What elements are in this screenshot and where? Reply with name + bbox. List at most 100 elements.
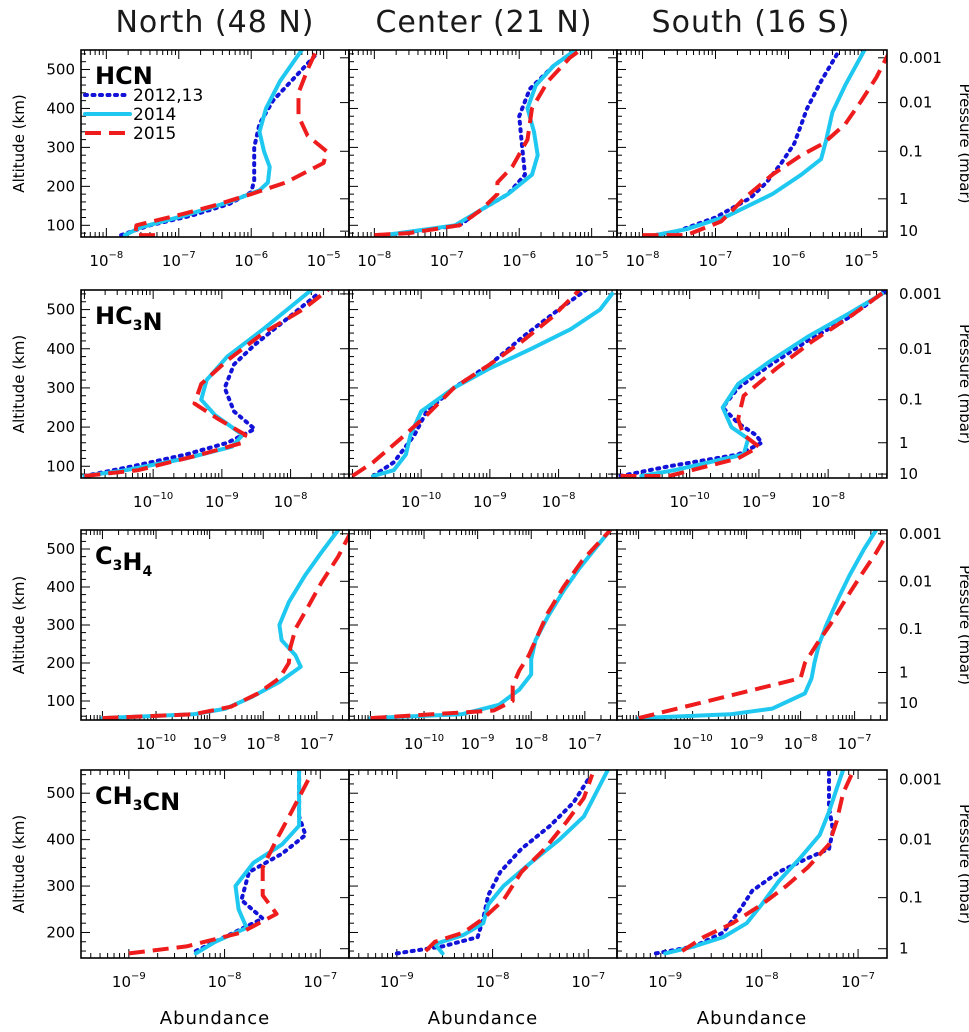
- series-line-2015: [351, 290, 581, 478]
- legend-label-2014: 2014: [133, 105, 176, 125]
- y-axis-title: Altitude (km): [10, 576, 28, 674]
- x-tick-label: 10−8: [89, 250, 123, 270]
- x-tick-label: 10−10: [670, 491, 710, 511]
- row-ch3cn: 10−9 10−8 10−7 10−9 10−8 10−7 10−9 10−8 10−7 200 3…: [46, 769, 942, 991]
- pressure-tick-label: 0.1: [899, 889, 923, 907]
- pressure-axis-title: Pressure (mbar): [956, 804, 969, 924]
- series-line-2012-13: [82, 291, 320, 478]
- x-tick-label: 10−7: [699, 250, 733, 270]
- row-c3h4: 10−10 10−9 10−8 10−7 10−10 10−9 10−8 10−7 10−10 1…: [46, 525, 942, 753]
- x-tick-label: 10−7: [430, 250, 464, 270]
- x-tick-label: 10−5: [307, 250, 341, 270]
- pressure-tick-label: 0.1: [899, 620, 923, 638]
- x-axis-title: Abundance: [428, 1008, 538, 1029]
- x-axis-title: Abundance: [697, 1008, 807, 1029]
- panel-hcn-south-16-s: 10−8 10−7 10−6 10−5: [616, 49, 888, 270]
- pressure-tick-label: 10: [899, 222, 918, 240]
- y-tick-label: 300: [46, 138, 75, 156]
- y-tick-label: 500: [46, 540, 75, 558]
- y-tick-label: 500: [46, 784, 75, 802]
- x-tick-label: 10−7: [300, 733, 334, 753]
- pressure-tick-label: 0.001: [899, 285, 942, 303]
- x-tick-label: 10−7: [838, 733, 872, 753]
- x-tick-label: 10−8: [476, 971, 510, 991]
- series-line-2015: [424, 773, 595, 953]
- x-tick-label: 10−9: [461, 733, 495, 753]
- pressure-tick-label: 0.01: [899, 572, 932, 590]
- legend-label-2015: 2015: [133, 124, 176, 144]
- y-tick-label: 100: [46, 692, 75, 710]
- series-line-2014: [368, 530, 613, 720]
- panel-c3h4-center-21-n: 10−10 10−9 10−8 10−7: [348, 529, 618, 753]
- x-tick-label: 10−8: [208, 971, 242, 991]
- x-tick-label: 10−5: [575, 250, 609, 270]
- y-axis-title: Altitude (km): [10, 335, 28, 433]
- y-tick-label: 200: [46, 654, 75, 672]
- series-line-2014: [432, 770, 610, 956]
- x-axis-title: Abundance: [160, 1008, 270, 1029]
- species-label-ch3cn: CH3CN: [95, 782, 180, 816]
- series-line-2015: [128, 773, 313, 956]
- pressure-tick-label: 0.1: [899, 142, 923, 160]
- x-tick-label: 10−8: [514, 733, 548, 753]
- species-label-c3h4: C3H4: [95, 542, 152, 580]
- series-line-2012-13: [653, 770, 835, 956]
- x-tick-label: 10−6: [502, 250, 536, 270]
- x-tick-label: 10−8: [626, 250, 660, 270]
- panel-ch3cn-center-21-n: 10−9 10−8 10−7: [348, 769, 618, 991]
- y-tick-label: 400: [46, 831, 75, 849]
- x-tick-label: 10−8: [542, 491, 576, 511]
- pressure-tick-label: 0.001: [899, 525, 942, 543]
- series-line-2015: [370, 530, 612, 720]
- series-line-2012-13: [371, 290, 588, 478]
- y-tick-label: 300: [46, 379, 75, 397]
- y-tick-label: 500: [46, 60, 75, 78]
- y-tick-label: 100: [46, 216, 75, 234]
- species-label-hcn: HCN: [95, 62, 153, 90]
- panel-frame: [348, 289, 618, 479]
- species-label-hc3n: HC3N: [95, 302, 163, 336]
- x-tick-label: 10−7: [841, 971, 875, 991]
- panel-ch3cn-south-16-s: 10−9 10−8 10−7: [616, 769, 888, 991]
- series-line-2015: [374, 50, 582, 237]
- pressure-axis-title: Pressure (mbar): [956, 83, 969, 203]
- panel-hc3n-center-21-n: 10−10 10−9 10−8: [348, 289, 618, 511]
- panel-hc3n-south-16-s: 10−10 10−9 10−8: [616, 289, 888, 511]
- x-tick-label: 10−7: [571, 971, 605, 991]
- y-tick-label: 400: [46, 340, 75, 358]
- series-line-2014: [371, 291, 615, 478]
- series-line-2014: [193, 770, 302, 956]
- panel-hcn-center-21-n: 10−8 10−7 10−6 10−5: [348, 49, 618, 270]
- x-tick-label: 10−7: [303, 971, 337, 991]
- column-title-center-21-n: Center (21 N): [375, 5, 592, 40]
- x-tick-label: 10−9: [193, 733, 227, 753]
- series-line-2012-13: [394, 777, 591, 956]
- panel-frame: [616, 529, 888, 721]
- pressure-axis-title: Pressure (mbar): [956, 565, 969, 685]
- panel-c3h4-south-16-s: 10−10 10−9 10−8 10−7: [616, 529, 888, 753]
- series-line-2014: [653, 50, 867, 237]
- x-tick-label: 10−5: [845, 250, 879, 270]
- panel-frame: [348, 529, 618, 721]
- series-line-2014: [636, 530, 879, 720]
- series-line-2015: [681, 770, 856, 953]
- x-tick-label: 10−8: [784, 733, 818, 753]
- series-line-2014: [382, 50, 578, 237]
- row-hc3n: 10−10 10−9 10−8 10−10 10−9 10−8 10−10 10−9 10−81…: [46, 285, 942, 511]
- x-tick-label: 10−10: [404, 733, 444, 753]
- series-line-2012-13: [193, 770, 308, 953]
- y-tick-label: 200: [46, 177, 75, 195]
- y-tick-label: 300: [46, 616, 75, 634]
- panel-hc3n-north-48-n: 10−10 10−9 10−8: [80, 289, 350, 511]
- series-line-2015: [133, 50, 329, 237]
- column-title-north-48-n: North (48 N): [115, 5, 314, 40]
- y-tick-label: 100: [46, 457, 75, 475]
- pressure-tick-label: 0.001: [899, 49, 942, 67]
- y-tick-label: 200: [46, 923, 75, 941]
- series-line-2015: [84, 290, 330, 478]
- y-tick-label: 300: [46, 877, 75, 895]
- y-tick-label: 400: [46, 99, 75, 117]
- pressure-tick-label: 0.01: [899, 340, 932, 358]
- pressure-tick-label: 1: [899, 190, 909, 208]
